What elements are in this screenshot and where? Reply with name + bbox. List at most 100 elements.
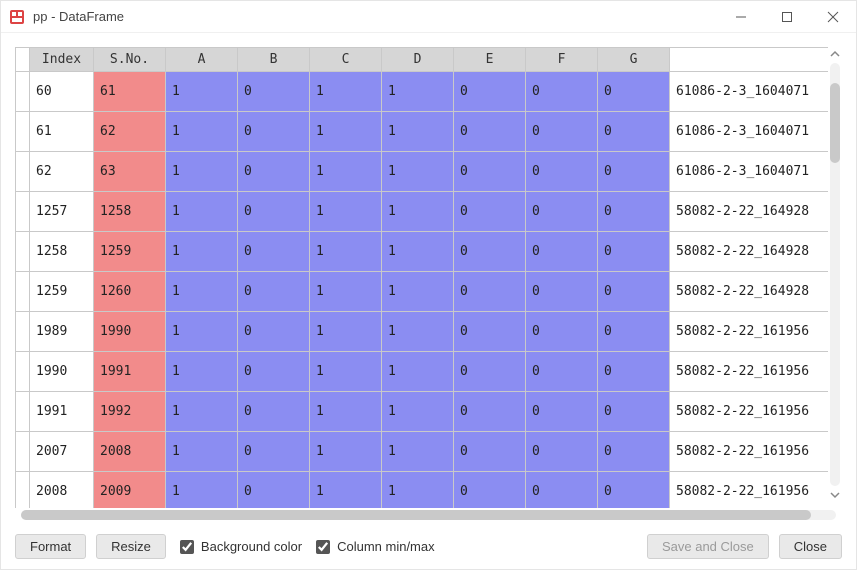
cell-b[interactable]: 0 [238, 232, 310, 272]
cell-g[interactable]: 0 [598, 392, 670, 432]
cell-f[interactable]: 0 [526, 192, 598, 232]
cell-b[interactable]: 0 [238, 472, 310, 509]
cell-a[interactable]: 1 [166, 472, 238, 509]
col-header-e[interactable]: E [454, 48, 526, 72]
cell-b[interactable]: 0 [238, 352, 310, 392]
cell-d[interactable]: 1 [382, 312, 454, 352]
cell-a[interactable]: 1 [166, 312, 238, 352]
cell-d[interactable]: 1 [382, 232, 454, 272]
cell-f[interactable]: 0 [526, 392, 598, 432]
cell-sno[interactable]: 61 [94, 72, 166, 112]
cell-a[interactable]: 1 [166, 112, 238, 152]
cell-b[interactable]: 0 [238, 72, 310, 112]
cell-e[interactable]: 0 [454, 112, 526, 152]
titlebar[interactable]: pp - DataFrame [1, 1, 856, 33]
cell-d[interactable]: 1 [382, 352, 454, 392]
table-row[interactable]: 19901991101100058082-2-22_161956 [16, 352, 829, 392]
cell-last[interactable]: 58082-2-22_164928 [670, 232, 829, 272]
col-header-c[interactable]: C [310, 48, 382, 72]
cell-c[interactable]: 1 [310, 72, 382, 112]
cell-last[interactable]: 58082-2-22_161956 [670, 352, 829, 392]
maximize-button[interactable] [764, 1, 810, 32]
cell-b[interactable]: 0 [238, 312, 310, 352]
cell-sno[interactable]: 2009 [94, 472, 166, 509]
cell-g[interactable]: 0 [598, 192, 670, 232]
cell-c[interactable]: 1 [310, 272, 382, 312]
bg-color-checkbox[interactable] [180, 540, 194, 554]
table-row[interactable]: 12571258101100058082-2-22_164928 [16, 192, 829, 232]
cell-index[interactable]: 2007 [30, 432, 94, 472]
cell-sno[interactable]: 1992 [94, 392, 166, 432]
cell-g[interactable]: 0 [598, 152, 670, 192]
cell-f[interactable]: 0 [526, 72, 598, 112]
table-row[interactable]: 6263101100061086-2-3_1604071 [16, 152, 829, 192]
table-row[interactable]: 12591260101100058082-2-22_164928 [16, 272, 829, 312]
bg-color-checkbox-label[interactable]: Background color [176, 537, 302, 557]
cell-b[interactable]: 0 [238, 152, 310, 192]
cell-g[interactable]: 0 [598, 272, 670, 312]
cell-f[interactable]: 0 [526, 232, 598, 272]
cell-index[interactable]: 2008 [30, 472, 94, 509]
cell-d[interactable]: 1 [382, 112, 454, 152]
cell-last[interactable]: 58082-2-22_164928 [670, 192, 829, 232]
cell-index[interactable]: 61 [30, 112, 94, 152]
cell-c[interactable]: 1 [310, 112, 382, 152]
cell-a[interactable]: 1 [166, 392, 238, 432]
cell-g[interactable]: 0 [598, 72, 670, 112]
dataframe-table[interactable]: Index S.No. A B C D E F G 6061101100061 [15, 47, 828, 508]
cell-index[interactable]: 1989 [30, 312, 94, 352]
cell-f[interactable]: 0 [526, 432, 598, 472]
cell-sno[interactable]: 1990 [94, 312, 166, 352]
col-header-d[interactable]: D [382, 48, 454, 72]
scroll-down-icon[interactable] [830, 490, 840, 500]
hscroll-track[interactable] [21, 510, 836, 520]
cell-b[interactable]: 0 [238, 432, 310, 472]
cell-last[interactable]: 58082-2-22_161956 [670, 312, 829, 352]
cell-index[interactable]: 1991 [30, 392, 94, 432]
cell-f[interactable]: 0 [526, 472, 598, 509]
resize-button[interactable]: Resize [96, 534, 166, 559]
format-button[interactable]: Format [15, 534, 86, 559]
cell-sno[interactable]: 1260 [94, 272, 166, 312]
cell-e[interactable]: 0 [454, 472, 526, 509]
hscroll-thumb[interactable] [21, 510, 811, 520]
cell-b[interactable]: 0 [238, 272, 310, 312]
cell-g[interactable]: 0 [598, 432, 670, 472]
cell-sno[interactable]: 1259 [94, 232, 166, 272]
col-header-b[interactable]: B [238, 48, 310, 72]
vscroll-thumb[interactable] [830, 83, 840, 163]
cell-c[interactable]: 1 [310, 232, 382, 272]
minmax-checkbox-label[interactable]: Column min/max [312, 537, 435, 557]
col-header-last[interactable] [670, 48, 829, 72]
cell-sno[interactable]: 63 [94, 152, 166, 192]
cell-c[interactable]: 1 [310, 432, 382, 472]
cell-e[interactable]: 0 [454, 192, 526, 232]
col-header-index[interactable]: Index [30, 48, 94, 72]
cell-b[interactable]: 0 [238, 112, 310, 152]
vscroll-track[interactable] [830, 63, 840, 486]
cell-index[interactable]: 62 [30, 152, 94, 192]
cell-d[interactable]: 1 [382, 432, 454, 472]
cell-last[interactable]: 58082-2-22_161956 [670, 392, 829, 432]
cell-a[interactable]: 1 [166, 432, 238, 472]
cell-a[interactable]: 1 [166, 232, 238, 272]
cell-d[interactable]: 1 [382, 472, 454, 509]
table-row[interactable]: 6162101100061086-2-3_1604071 [16, 112, 829, 152]
cell-index[interactable]: 60 [30, 72, 94, 112]
cell-d[interactable]: 1 [382, 152, 454, 192]
cell-a[interactable]: 1 [166, 272, 238, 312]
col-header-sno[interactable]: S.No. [94, 48, 166, 72]
cell-f[interactable]: 0 [526, 312, 598, 352]
cell-a[interactable]: 1 [166, 152, 238, 192]
cell-e[interactable]: 0 [454, 152, 526, 192]
cell-last[interactable]: 61086-2-3_1604071 [670, 152, 829, 192]
cell-last[interactable]: 61086-2-3_1604071 [670, 72, 829, 112]
cell-g[interactable]: 0 [598, 112, 670, 152]
cell-c[interactable]: 1 [310, 192, 382, 232]
cell-f[interactable]: 0 [526, 152, 598, 192]
cell-c[interactable]: 1 [310, 472, 382, 509]
cell-last[interactable]: 58082-2-22_164928 [670, 272, 829, 312]
cell-d[interactable]: 1 [382, 72, 454, 112]
cell-d[interactable]: 1 [382, 272, 454, 312]
cell-f[interactable]: 0 [526, 112, 598, 152]
